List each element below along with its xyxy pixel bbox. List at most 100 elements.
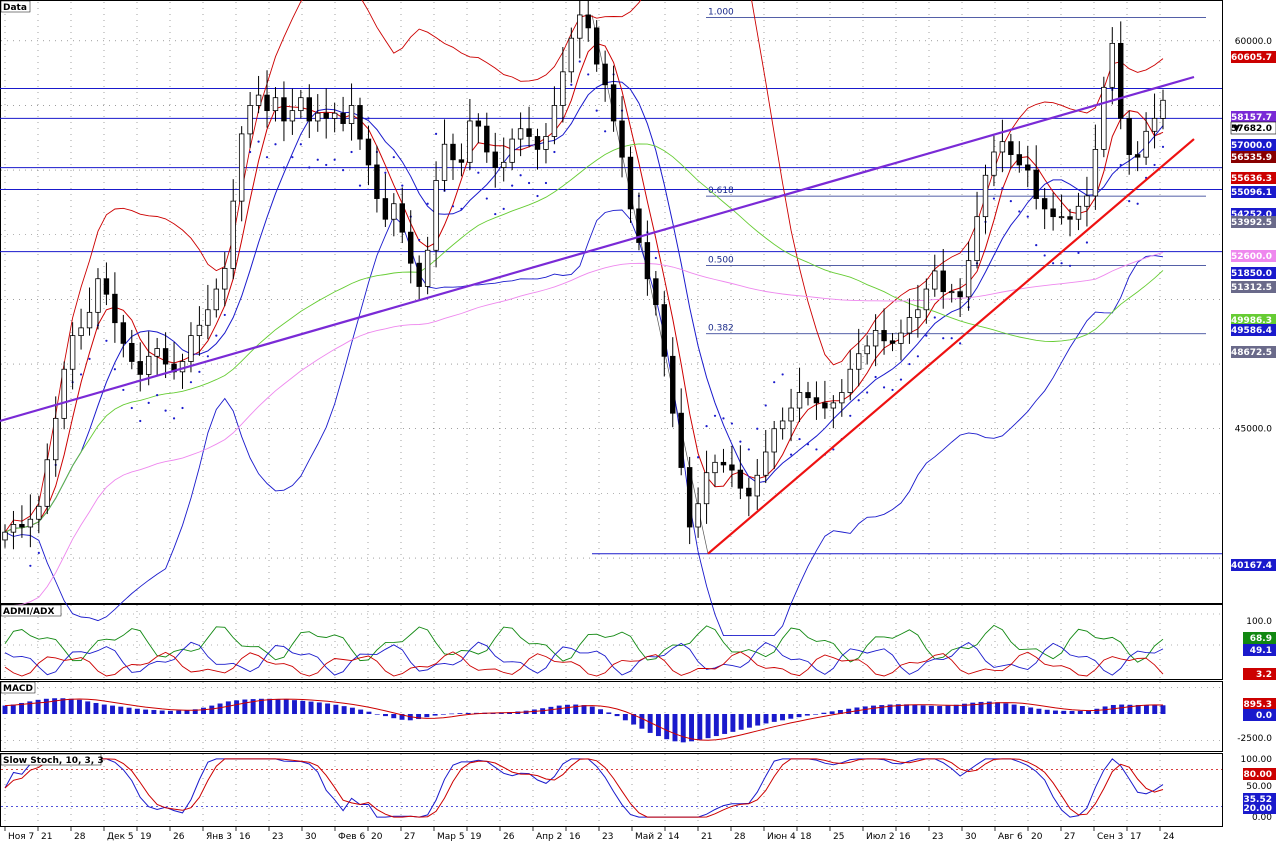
candle-body [44, 459, 50, 507]
macd-bar [763, 714, 769, 724]
candle-body [991, 151, 997, 176]
sar-dot [730, 422, 734, 425]
candle-body [712, 461, 718, 474]
macd-bar [713, 714, 719, 737]
candle-body [500, 161, 507, 168]
macd-signal-line [4, 698, 1164, 741]
trendlines[interactable] [0, 75, 1195, 555]
macd-bar [292, 700, 297, 714]
pane-frames [0, 0, 1223, 827]
candle-body [999, 141, 1006, 153]
dmi-tag-value: 68.9 [1250, 634, 1272, 644]
candle-body [695, 503, 701, 528]
macd-bar [928, 705, 934, 714]
macd-bar [209, 705, 215, 714]
sar-dot [37, 551, 40, 554]
sar-dot [147, 401, 150, 404]
macd-bar [308, 701, 314, 714]
sar-dot [756, 427, 759, 430]
candle-body [754, 474, 760, 497]
sar-dot [781, 373, 784, 376]
stochastic-lines [4, 758, 1164, 818]
price-tag-box [1231, 314, 1276, 326]
candle-body [593, 27, 600, 65]
sar-dot [1043, 254, 1046, 257]
candle-body [298, 97, 304, 112]
macd-bar [333, 704, 339, 714]
sar-dot [291, 156, 294, 159]
dmi-tag-box [1243, 632, 1276, 644]
macd-bar [962, 703, 967, 714]
candle-body [357, 105, 363, 140]
time-tick-label: 26 [503, 832, 515, 842]
candle-body [771, 428, 777, 453]
candle-body [872, 330, 879, 347]
candle-body [543, 136, 549, 150]
price-tag-value: 58157.7 [1231, 113, 1272, 123]
macd-bar [27, 701, 33, 714]
time-axis[interactable]: Ноя 7 21 28 Дек 5 19 26 Янв 3 16 23 30 Фев 6 20 27 Ма… [4, 827, 1175, 842]
price-tag-box [1231, 267, 1276, 279]
sar-dot [1009, 200, 1012, 203]
candle-body [585, 14, 591, 29]
macd-bar [399, 714, 405, 720]
macd-bar [267, 698, 273, 714]
macd-bar [730, 714, 736, 732]
macd-bar [829, 711, 835, 714]
candle-body [1025, 164, 1031, 171]
candle-body [560, 71, 566, 106]
macd-bar [746, 714, 752, 728]
candle-body [10, 524, 17, 533]
stoch-tick-label: 100.00 [1241, 755, 1273, 765]
macd-bar [440, 714, 446, 715]
sar-dot [1060, 262, 1063, 265]
candle-body [1101, 86, 1107, 150]
macd-bar [871, 705, 876, 714]
macd-bar [895, 704, 901, 714]
candle-body [661, 304, 668, 357]
time-tick-label: 16 [569, 832, 581, 842]
macd-bar [771, 714, 777, 722]
horizontal-levels[interactable] [0, 87, 1222, 555]
sar-dot [891, 388, 894, 392]
macd-bar [101, 704, 107, 714]
sar-dot [333, 158, 336, 161]
sar-dot [1077, 251, 1080, 254]
candle-body [636, 208, 642, 243]
candle-body [145, 355, 152, 375]
sar-dot [595, 109, 598, 112]
fibonacci-retracement[interactable]: 1.000 0.618 0.500 0.382 [591, 8, 1206, 554]
sar-dot [282, 166, 286, 169]
bollinger-lower [4, 209, 1164, 637]
sar-dot [172, 417, 176, 420]
macd-bar [391, 714, 397, 719]
time-tick-label: 26 [173, 832, 185, 842]
candle-body [534, 136, 541, 150]
time-tick-label: 18 [800, 832, 812, 842]
fib-level-label: 1.000 [708, 8, 734, 18]
macd-bar [598, 709, 604, 714]
price-tag-value: 51850.0 [1231, 269, 1272, 279]
time-tick-label: Дек 5 [107, 832, 134, 842]
price-tag-value: 40167.4 [1231, 561, 1272, 571]
macd-bar [780, 714, 785, 721]
candle-body [670, 355, 676, 414]
macd-bar [35, 699, 41, 714]
price-tag-box [1231, 51, 1276, 63]
macd-bar [581, 705, 587, 714]
time-tick-label: 23 [272, 832, 283, 842]
candle-body [644, 242, 651, 280]
macd-bar [986, 701, 992, 714]
candle-body [974, 216, 980, 262]
price-tag-box [1231, 559, 1276, 571]
candle-body [416, 262, 422, 287]
macd-bar [449, 713, 455, 715]
macd-bar [1160, 705, 1166, 714]
candle-body [331, 112, 338, 119]
stoch-tag-box [1243, 802, 1276, 814]
time-tick-label: 20 [371, 832, 383, 842]
macd-bar [639, 714, 645, 729]
adx-line [4, 641, 1164, 676]
